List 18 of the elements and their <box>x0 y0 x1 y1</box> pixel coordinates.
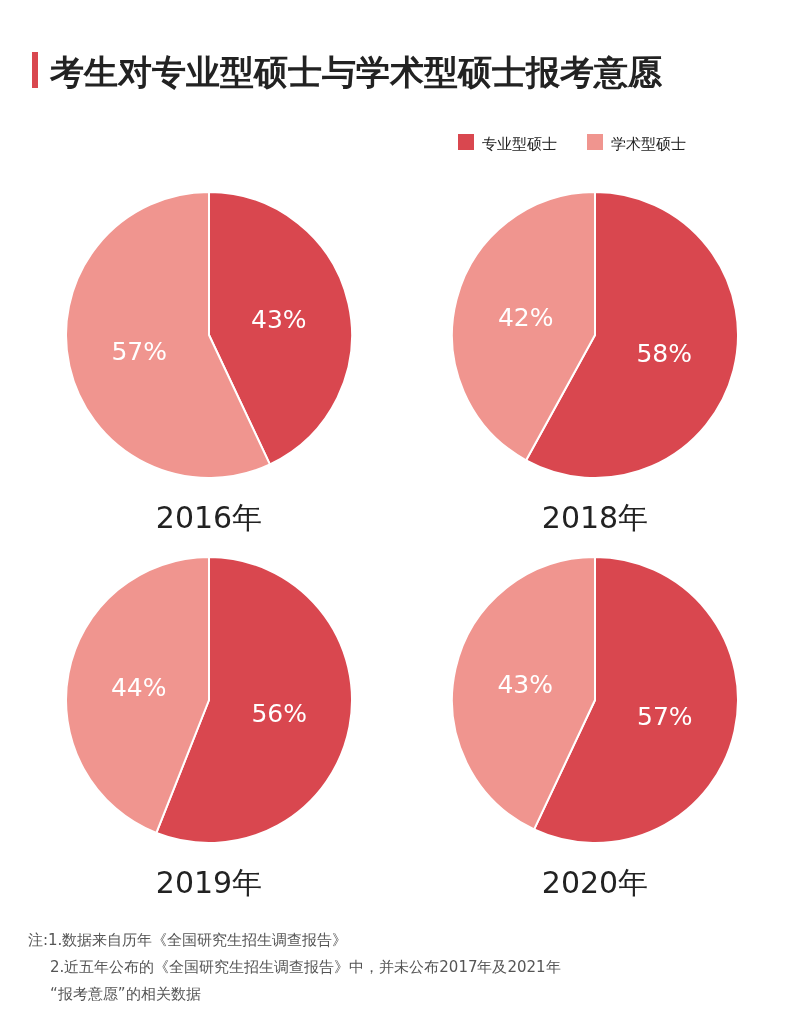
text: “报考意愿”的相关数据 <box>50 985 201 1003</box>
data-label: 58% <box>636 338 693 368</box>
legend-label: 学术型硕士 <box>611 135 686 153</box>
text: 注:1.数据来自历年《全国研究生招生调查报告》 <box>28 931 348 949</box>
text: 2018年 <box>541 500 649 535</box>
data-label: 43% <box>497 670 554 700</box>
data-label: 57% <box>636 701 693 731</box>
text: 2019年 <box>155 865 263 900</box>
legend-label: 专业型硕士 <box>482 135 557 153</box>
text: 2020年 <box>541 865 649 900</box>
data-label: 43% <box>250 305 307 335</box>
text: 2016年 <box>155 500 263 535</box>
text: 考生对专业型硕士与学术型硕士报考意愿 <box>49 52 663 92</box>
data-label: 57% <box>111 336 168 366</box>
data-label: 42% <box>497 303 554 333</box>
data-label: 56% <box>251 699 308 729</box>
data-label: 44% <box>110 672 167 702</box>
text: 2.近五年公布的《全国研究生招生调查报告》中，并未公布2017年及2021年 <box>50 958 561 976</box>
